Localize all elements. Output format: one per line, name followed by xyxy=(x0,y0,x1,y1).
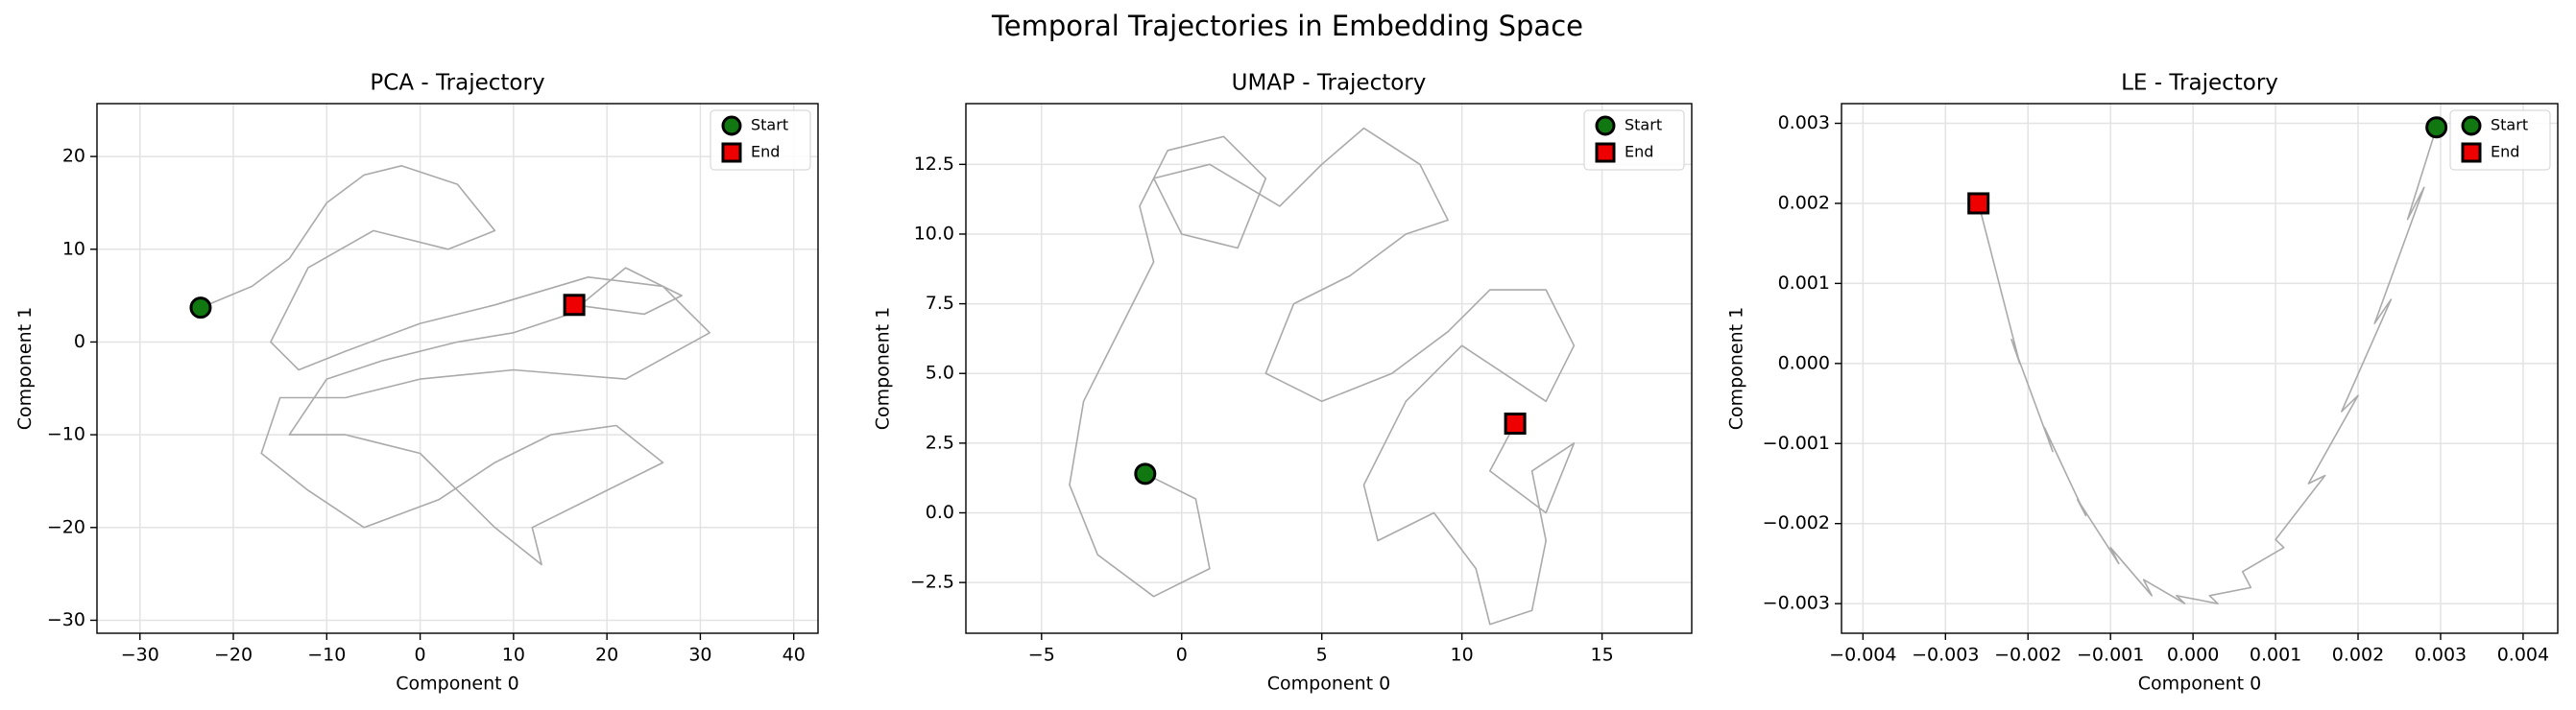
legend-label: End xyxy=(2491,143,2519,161)
x-tick-label: −0.002 xyxy=(1994,645,2061,666)
y-tick-label: −0.002 xyxy=(1763,512,1830,533)
x-tick-label: 10 xyxy=(1451,645,1474,666)
y-tick-label: 10.0 xyxy=(914,223,954,244)
y-axis-label: Component 1 xyxy=(873,307,894,430)
axes: −5 0 5 10 15 −2.5 0.0 2.5 5.0 7.5 10.0 12.5 Start End… xyxy=(873,71,1693,695)
y-tick-label: 20 xyxy=(62,146,85,167)
axes-frame xyxy=(1841,103,2559,634)
trajectory xyxy=(1069,127,1576,626)
legend-symbol xyxy=(2461,142,2482,163)
y-tick-label: 0.001 xyxy=(1778,272,1830,294)
marker-square xyxy=(1504,413,1527,436)
marker-circle xyxy=(1134,462,1157,485)
axes: −30 −20 −10 0 10 20 30 40 −30 −20 −10 0 10 20 Start End… xyxy=(14,71,819,695)
legend-label: Start xyxy=(1625,116,1662,134)
x-tick-label: −5 xyxy=(1028,645,1055,666)
figure-title: Temporal Trajectories in Embedding Space xyxy=(991,10,1583,42)
x-tick-label: 0 xyxy=(1176,645,1188,666)
y-tick-label: 2.5 xyxy=(926,432,954,453)
x-tick-label: −20 xyxy=(214,645,253,666)
trajectory xyxy=(200,165,710,566)
x-axis-label: Component 0 xyxy=(396,674,518,695)
legend-label: End xyxy=(751,143,780,161)
legend-symbol xyxy=(1595,142,1616,163)
axes-title: LE - Trajectory xyxy=(2121,71,2278,96)
legend-label: Start xyxy=(751,116,788,134)
marker-circle xyxy=(189,296,212,320)
y-tick-label: 0.000 xyxy=(1778,352,1830,373)
y-tick-label: −10 xyxy=(47,424,85,445)
y-tick-label: −30 xyxy=(47,609,85,630)
marker-square xyxy=(1967,192,1990,215)
y-axis-label: Component 1 xyxy=(14,307,36,430)
legend: Start End xyxy=(710,109,811,171)
y-tick-label: 0.002 xyxy=(1778,192,1830,213)
y-tick-label: 5.0 xyxy=(926,363,954,384)
y-tick-label: 10 xyxy=(62,238,85,259)
x-tick-label: −0.004 xyxy=(1829,645,1896,666)
trajectory xyxy=(1977,127,2438,604)
x-tick-label: 0.003 xyxy=(2415,645,2467,666)
legend-symbol xyxy=(721,142,742,163)
x-tick-label: 5 xyxy=(1316,645,1328,666)
x-tick-label: −0.001 xyxy=(2077,645,2144,666)
x-tick-label: 40 xyxy=(782,645,806,666)
y-tick-label: −0.003 xyxy=(1763,593,1830,614)
legend-label: End xyxy=(1625,143,1653,161)
x-axis-label: Component 0 xyxy=(2138,674,2261,695)
x-tick-label: 30 xyxy=(688,645,711,666)
x-tick-label: −0.003 xyxy=(1912,645,1979,666)
x-tick-label: 0.002 xyxy=(2332,645,2384,666)
x-tick-label: 15 xyxy=(1591,645,1614,666)
x-tick-label: 20 xyxy=(595,645,618,666)
axes-title: PCA - Trajectory xyxy=(370,71,544,96)
legend: Start End xyxy=(1583,109,1685,171)
axes-frame xyxy=(965,103,1693,634)
y-tick-label: 12.5 xyxy=(914,154,954,175)
y-tick-label: 7.5 xyxy=(926,293,954,314)
x-tick-label: 0 xyxy=(415,645,426,666)
y-tick-label: −20 xyxy=(47,516,85,537)
legend-label: Start xyxy=(2491,116,2528,134)
marker-circle xyxy=(2425,116,2448,139)
y-tick-label: 0.003 xyxy=(1778,112,1830,133)
x-tick-label: 10 xyxy=(502,645,525,666)
y-tick-label: −2.5 xyxy=(910,572,954,593)
y-tick-label: 0 xyxy=(74,331,85,352)
x-tick-label: −10 xyxy=(307,645,346,666)
legend-symbol xyxy=(1595,115,1616,136)
marker-square xyxy=(563,294,586,317)
legend-symbol xyxy=(2461,115,2482,136)
x-tick-label: 0.004 xyxy=(2497,645,2549,666)
axes-title: UMAP - Trajectory xyxy=(1232,71,1427,96)
y-tick-label: 0.0 xyxy=(926,502,954,523)
axes-frame xyxy=(96,103,819,634)
x-axis-label: Component 0 xyxy=(1267,674,1390,695)
x-tick-label: 0.001 xyxy=(2250,645,2301,666)
y-axis-label: Component 1 xyxy=(1726,307,1747,430)
axes: −0.004 −0.003 −0.002 −0.001 0.000 0.001 0.002 0… xyxy=(1726,71,2559,695)
y-tick-label: −0.001 xyxy=(1763,433,1830,454)
legend-symbol xyxy=(721,115,742,136)
legend: Start End xyxy=(2449,109,2551,171)
x-tick-label: −30 xyxy=(121,645,159,666)
x-tick-label: 0.000 xyxy=(2167,645,2219,666)
